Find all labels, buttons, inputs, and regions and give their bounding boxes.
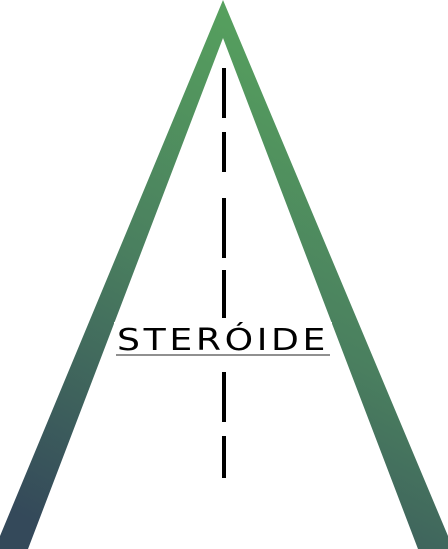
wordmark-text: STERÓIDE (117, 321, 329, 358)
wordmark-backing (114, 322, 332, 354)
